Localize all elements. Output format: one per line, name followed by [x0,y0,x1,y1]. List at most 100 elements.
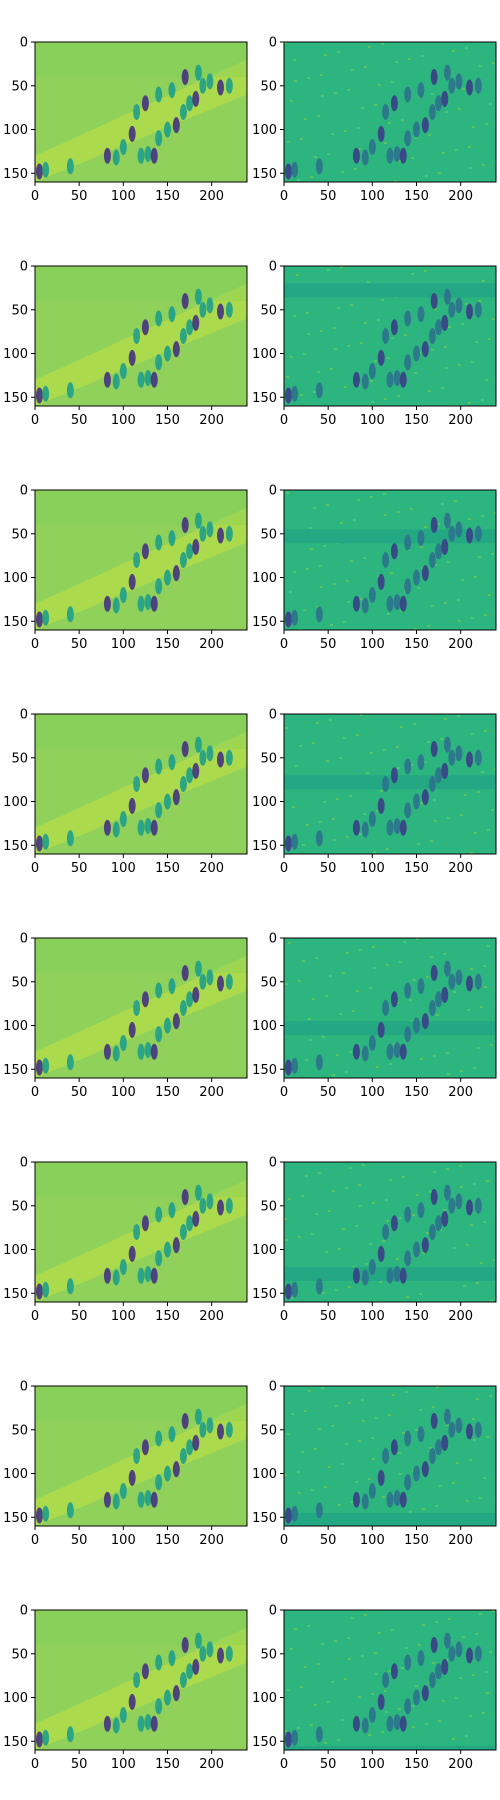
image-figure [155,982,163,999]
image-texture [330,368,333,370]
image-figure [386,371,394,388]
image-figure [141,319,149,336]
image-texture [320,586,323,588]
image-figure [390,1215,398,1232]
image-texture [286,376,289,378]
image-figure [430,293,438,309]
image-figure [199,973,207,990]
image-texture [344,386,347,388]
y-tick-label: 50 [11,1423,28,1438]
image-figure [103,147,111,164]
y-tick-label: 0 [20,484,28,499]
x-tick-label: 150 [155,413,180,428]
image-figure [168,82,176,99]
image-texture [377,319,380,321]
image-texture [284,1730,287,1732]
image-figure [133,1448,141,1464]
image-figure [192,90,200,107]
y-tick-label: 50 [11,79,28,94]
image-figure [42,385,50,402]
y-tick-label: 0 [20,1604,28,1619]
image-figure [404,130,412,147]
image-figure [186,1439,194,1456]
image-texture [467,1009,470,1011]
image-figure [417,1426,425,1443]
image-figure [103,371,111,388]
image-texture [298,1236,301,1238]
image-texture [334,348,337,350]
image-figure [368,1483,376,1499]
image-texture [434,564,437,566]
image-figure [150,1491,158,1508]
image-figure [186,319,194,336]
image-texture [427,741,430,743]
image-figure [399,147,407,164]
image-texture [465,303,468,305]
image-figure [192,538,200,555]
image-figure [150,1715,158,1732]
image-figure [128,1469,136,1486]
x-tick-label: 50 [71,1309,88,1324]
image-figure [35,387,43,404]
image-figure [393,818,401,834]
image-figure [404,578,412,595]
image-texture [309,1039,312,1041]
image-flat-band [284,529,496,544]
image-figure [361,1493,369,1510]
image-figure [217,975,224,992]
image-figure [413,1465,420,1482]
image-texture [285,727,288,729]
image-figure [291,609,299,626]
image-texture [293,59,296,61]
image-texture [434,820,437,822]
image-texture [360,598,363,600]
image-figure [430,1637,438,1653]
image-figure [186,1215,194,1232]
image-figure [455,521,463,538]
y-tick-label: 50 [260,975,277,990]
image-figure [112,1493,120,1510]
image-texture [321,95,324,97]
image-texture [470,968,473,970]
image-figure [291,161,299,178]
image-texture [298,1492,301,1494]
image-figure [137,1715,145,1732]
image-figure [466,1423,473,1440]
x-tick-label: 100 [360,189,385,204]
x-tick-label: 100 [111,1309,136,1324]
image-figure [206,297,214,314]
image-texture [438,172,441,174]
image-figure [35,1283,43,1300]
image-figure [206,1417,214,1434]
image-figure [352,1043,360,1060]
subplot-r4-c2: 0 50 100 150 200 0 50 100 150 [252,708,497,876]
image-texture [318,1172,321,1174]
image-texture [454,500,457,502]
axes-frame [34,265,248,407]
image-figure [192,1210,200,1227]
image-texture [432,1662,435,1664]
image-texture [453,1247,456,1249]
image-texture [325,995,328,997]
image-bright-band [35,59,247,182]
x-tick-label: 200 [448,861,473,876]
image-figure [466,79,473,96]
image-texture [416,938,419,940]
image-figure [199,301,207,318]
image-figure [428,1000,436,1016]
image-texture [447,817,450,819]
heatmap-image [284,938,496,1078]
image-figure [428,776,436,792]
image-figure [377,1693,385,1710]
image-figure [42,1729,50,1746]
image-figure [377,573,385,590]
image-texture [482,164,485,166]
x-tick-label: 50 [320,413,337,428]
image-figure [382,104,390,120]
image-texture [373,967,376,969]
image-texture [314,156,317,158]
image-figure [172,117,180,134]
image-figure [217,303,224,320]
image-texture [293,571,296,573]
image-figure [35,1059,43,1076]
